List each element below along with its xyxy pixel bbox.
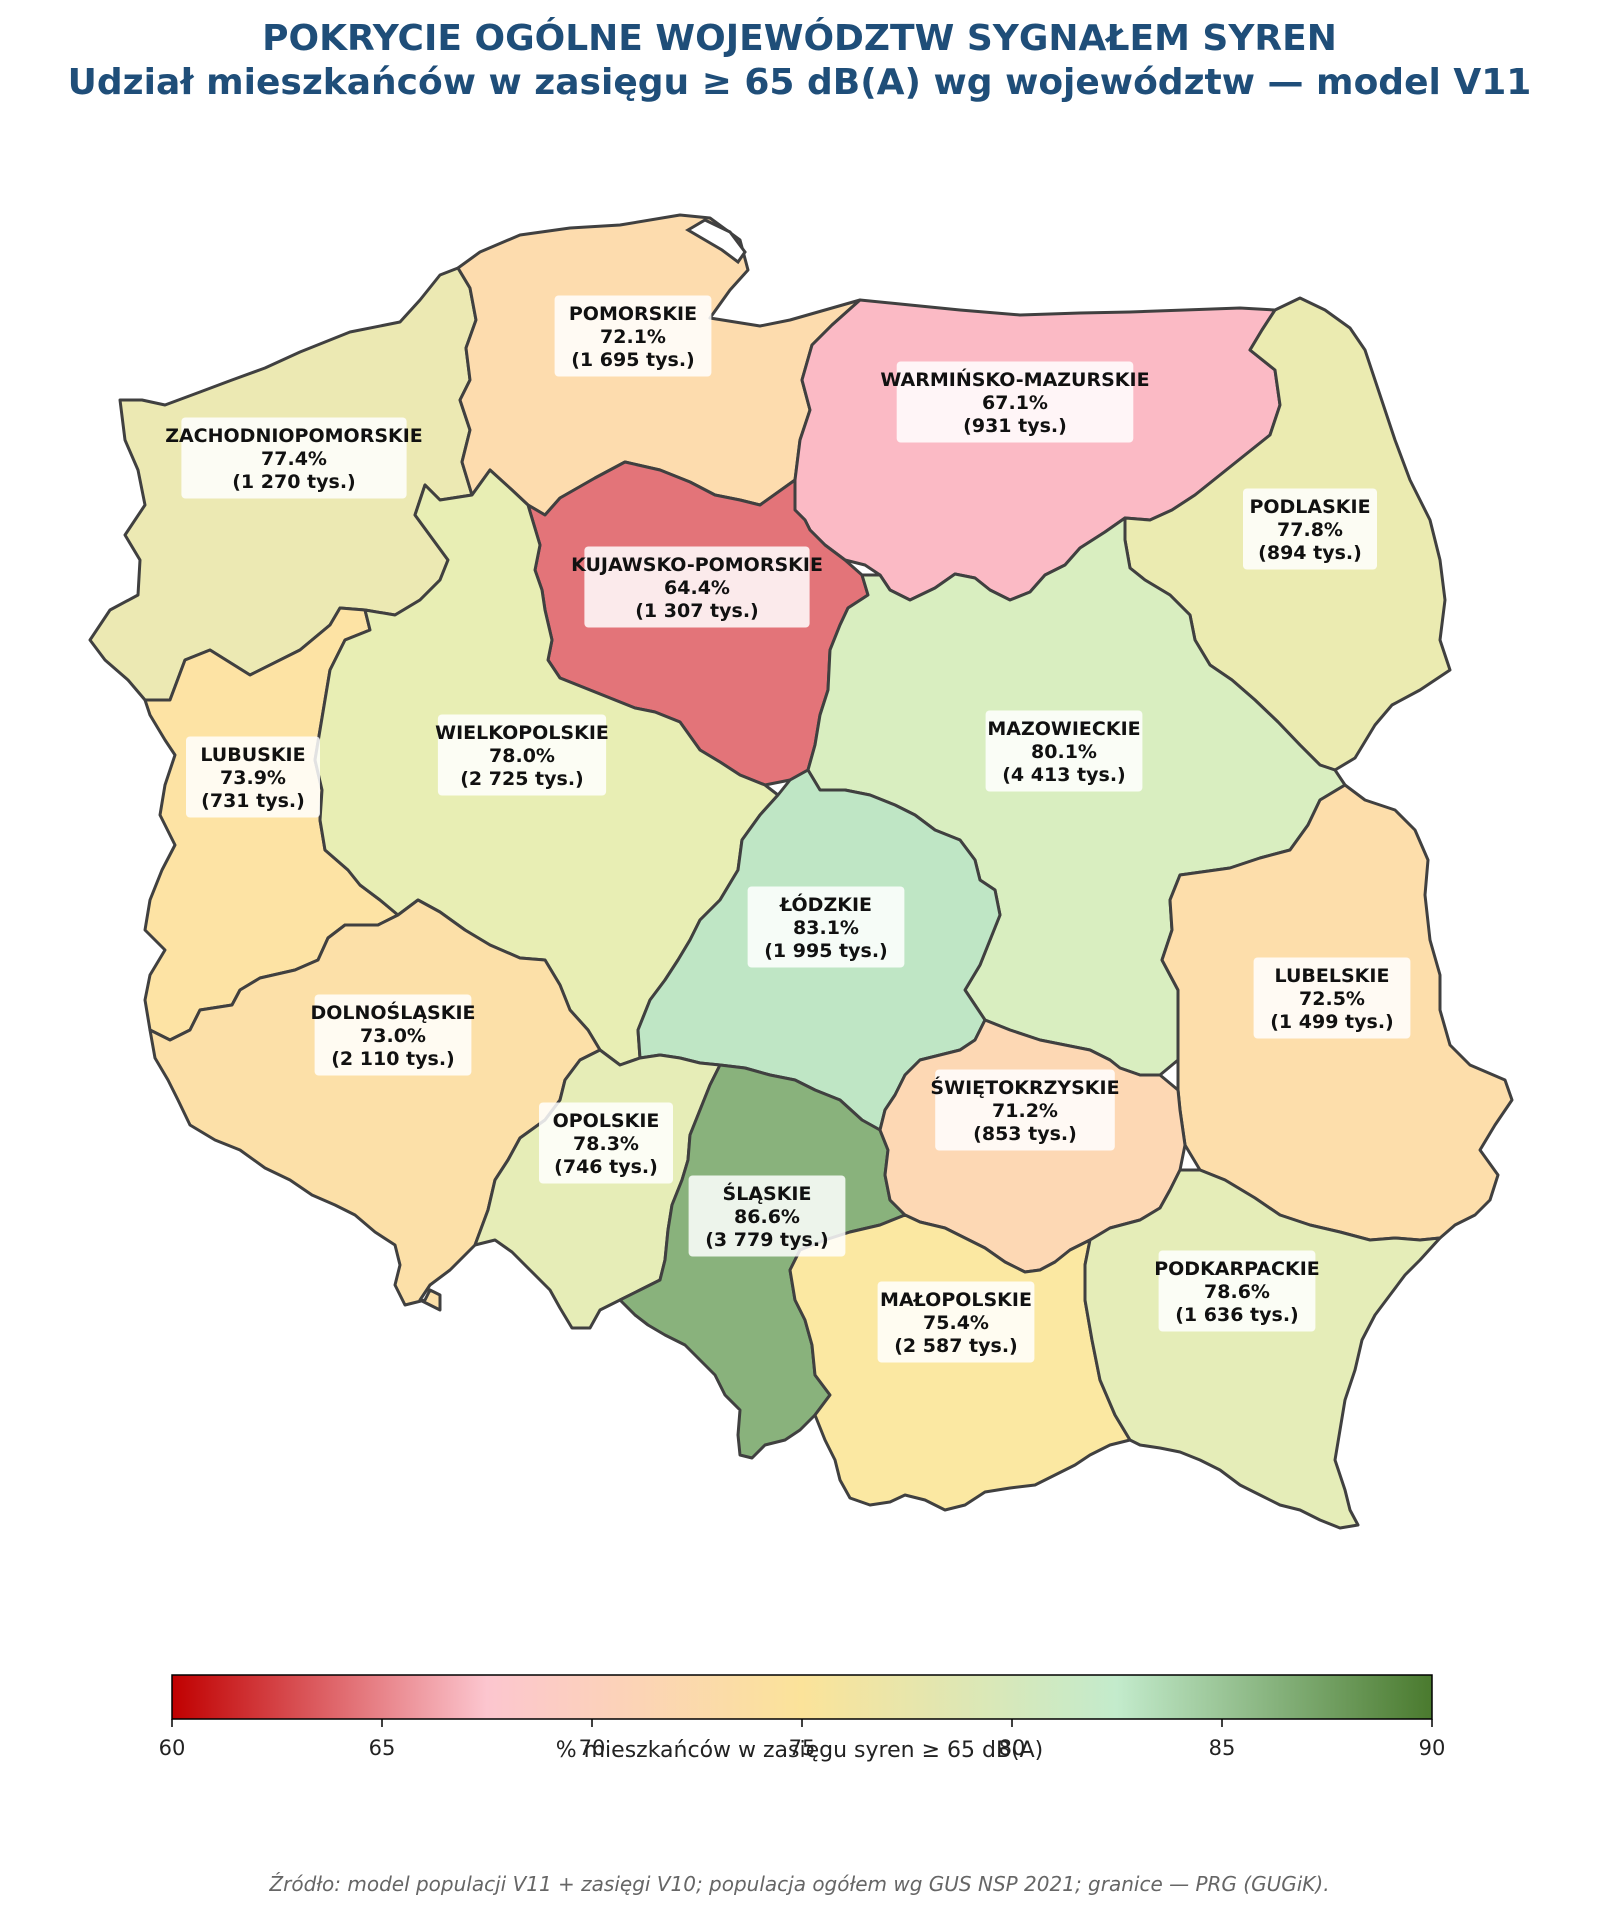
region-label-box [877,1281,1035,1363]
region-label-box [584,546,810,628]
map-subtitle: Udział mieszkańców w zasięgu ≥ 65 dB(A) … [67,62,1532,103]
region-label-name: ŚLĄSKIE [723,1181,812,1205]
region-label-pct: 77.8% [1277,519,1343,541]
region-label-name: ŁÓDZKIE [779,892,872,916]
colorbar [171,1674,1433,1727]
region-label-pop: (731 tys.) [201,790,305,812]
region-label-pct: 78.3% [573,1133,639,1155]
source-note: Źródło: model populacji V11 + zasięgi V1… [269,1872,1330,1896]
region-label-pop: (1 636 tys.) [1175,1304,1298,1326]
region-label-name: PODLASKIE [1249,496,1370,518]
region-label-name: POMORSKIE [569,303,697,325]
region-label-box [1158,1250,1316,1332]
region-label-name: KUJAWSKO-POMORSKIE [571,554,823,576]
region-label-name: LUBUSKIE [200,744,305,766]
region-label-pct: 73.9% [220,767,286,789]
region-label-pop: (2 725 tys.) [460,768,583,790]
region-label-pct: 72.5% [1299,988,1365,1010]
region-label-name: ZACHODNIOPOMORSKIE [165,425,423,447]
region-label-pct: 80.1% [1031,741,1097,763]
colorbar-label: % mieszkańców w zasięgu syren ≥ 65 dB(A) [555,1738,1044,1763]
region-label-box [539,1102,673,1184]
colorbar-tick-label: 90 [1418,1736,1446,1760]
region-label-pct: 67.1% [982,392,1048,414]
region-label-pop: (894 tys.) [1258,542,1362,564]
region-label-name: LUBELSKIE [1275,965,1390,987]
region-label-name: WARMIŃSKO-MAZURSKIE [880,368,1149,391]
region-label-box [985,710,1143,792]
region-label-box [554,295,712,377]
region-label-box [896,361,1134,443]
region-label-pop: (1 995 tys.) [764,940,887,962]
region-label-name: OPOLSKIE [553,1110,660,1132]
region-label-box [186,736,320,818]
region-label-name: MAŁOPOLSKIE [880,1289,1032,1311]
region-label-box [1253,957,1411,1039]
coastal-lagoon-hole [685,218,747,265]
region-label-pop: (1 499 tys.) [1270,1011,1393,1033]
region-label-name: PODKARPACKIE [1154,1258,1320,1280]
region-label-pct: 72.1% [600,326,666,348]
region-label-pct: 78.0% [489,745,555,767]
colorbar-tick-label: 80 [998,1736,1026,1760]
region-label-pct: 78.6% [1204,1281,1270,1303]
region-label-pct: 64.4% [664,577,730,599]
region-label-box [181,417,407,499]
region-label-pop: (1 270 tys.) [232,471,355,493]
region-label-pop: (3 779 tys.) [705,1229,828,1251]
region-label-pop: (746 tys.) [554,1156,658,1178]
region-label-pct: 75.4% [923,1312,989,1334]
region-label-box [747,886,905,968]
region-label-box [935,1069,1115,1151]
colorbar-gradient [171,1674,1433,1720]
region-label-pop: (2 110 tys.) [331,1048,454,1070]
region-label-pct: 71.2% [992,1100,1058,1122]
region-label-pct: 83.1% [793,917,859,939]
region-label-box [437,714,607,796]
region-label-pop: (931 tys.) [963,415,1067,437]
region-label-pop: (853 tys.) [973,1123,1077,1145]
map-title: POKRYCIE OGÓLNE WOJEWÓDZTW SYGNAŁEM SYRE… [262,18,1337,59]
colorbar-tick-label: 75 [788,1736,816,1760]
region-label-pop: (2 587 tys.) [894,1335,1017,1357]
region-label-pop: (1 307 tys.) [635,600,758,622]
region-label-pop: (1 695 tys.) [571,349,694,371]
region-label-pct: 86.6% [734,1206,800,1228]
region-label-box [688,1175,846,1257]
region-label-name: MAZOWIECKIE [987,718,1140,740]
region-label-box [314,994,472,1076]
region-label-pop: (4 413 tys.) [1002,764,1125,786]
colorbar-tick-label: 70 [578,1736,606,1760]
colorbar-tick-label: 65 [368,1736,396,1760]
region-label-name: DOLNOŚLĄSKIE [310,1000,475,1024]
region-label-pct: 77.4% [261,448,327,470]
colorbar-tick-label: 85 [1208,1736,1236,1760]
region-label-pct: 73.0% [360,1025,426,1047]
region-label-box [1243,488,1377,570]
region-label-name: ŚWIĘTOKRZYSKIE [930,1075,1119,1099]
colorbar-tick-label: 60 [158,1736,186,1760]
region-label-name: WIELKOPOLSKIE [435,722,609,744]
